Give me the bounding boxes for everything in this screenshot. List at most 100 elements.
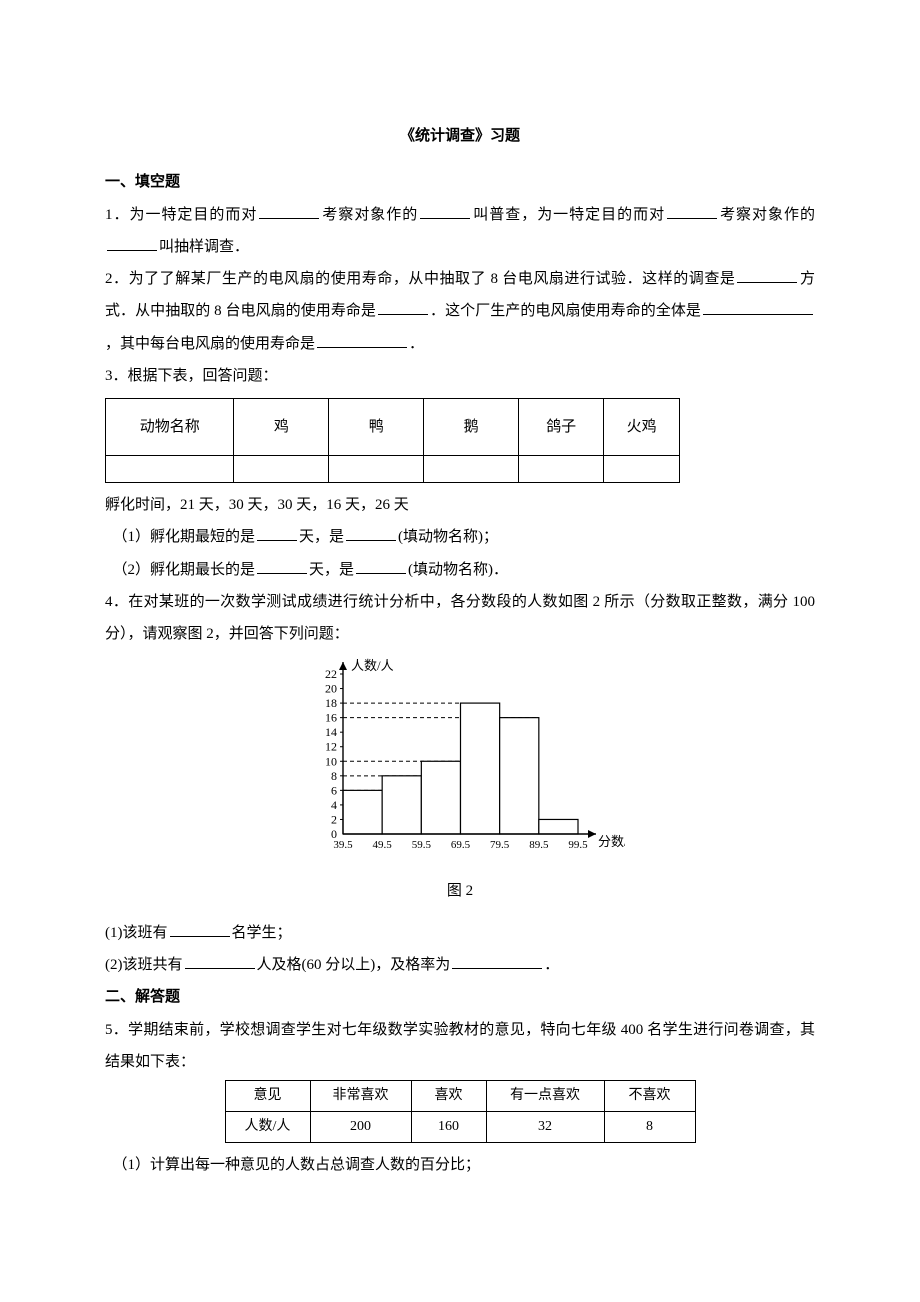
section-2-head: 二、解答题 bbox=[105, 981, 815, 1013]
svg-text:6: 6 bbox=[331, 784, 337, 798]
blank bbox=[452, 953, 542, 969]
q3-2-b: 天，是 bbox=[309, 562, 354, 578]
table-row bbox=[106, 456, 680, 483]
q1-text-d: 考察对象作的 bbox=[719, 207, 815, 223]
table-cell: 160 bbox=[411, 1112, 486, 1143]
table-cell: 32 bbox=[486, 1112, 604, 1143]
table-row: 人数/人 200 160 32 8 bbox=[225, 1112, 695, 1143]
q1-text-a: 1．为一特定目的而对 bbox=[105, 207, 257, 223]
table-cell bbox=[519, 456, 604, 483]
svg-text:18: 18 bbox=[325, 696, 337, 710]
q3-incubation-line: 孵化时间，21 天，30 天，30 天，16 天，26 天 bbox=[105, 489, 815, 521]
q3-2-c: (填动物名称)． bbox=[408, 562, 508, 578]
q3-2-a: （2）孵化期最长的是 bbox=[113, 562, 256, 578]
svg-text:59.5: 59.5 bbox=[412, 839, 432, 851]
question-4-2: (2)该班共有 人及格(60 分以上)，及格率为 ． bbox=[105, 949, 815, 981]
q3-1-a: （1）孵化期最短的是 bbox=[113, 529, 256, 545]
table-cell: 动物名称 bbox=[106, 399, 234, 456]
svg-text:22: 22 bbox=[325, 667, 337, 681]
q2-text-e: ． bbox=[409, 336, 424, 352]
table-cell: 非常喜欢 bbox=[310, 1081, 411, 1112]
table-cell: 鸡 bbox=[234, 399, 329, 456]
animal-table: 动物名称 鸡 鸭 鹅 鸽子 火鸡 bbox=[105, 398, 680, 483]
q4-2-b: 人及格(60 分以上)，及格率为 bbox=[257, 957, 451, 973]
svg-text:2: 2 bbox=[331, 813, 337, 827]
svg-text:人数/人: 人数/人 bbox=[351, 658, 394, 673]
blank bbox=[737, 267, 797, 283]
table-cell: 鹅 bbox=[424, 399, 519, 456]
blank bbox=[259, 203, 319, 219]
q4-2-a: (2)该班共有 bbox=[105, 957, 183, 973]
histogram-chart: 024681012141618202239.549.559.569.579.58… bbox=[105, 654, 815, 876]
table-cell: 喜欢 bbox=[411, 1081, 486, 1112]
question-4-1: (1)该班有 名学生； bbox=[105, 917, 815, 949]
table-cell: 意见 bbox=[225, 1081, 310, 1112]
blank bbox=[185, 953, 255, 969]
q4-2-c: ． bbox=[544, 957, 559, 973]
q4-1-a: (1)该班有 bbox=[105, 925, 168, 941]
chart-caption: 图 2 bbox=[105, 875, 815, 907]
table-row: 意见 非常喜欢 喜欢 有一点喜欢 不喜欢 bbox=[225, 1081, 695, 1112]
svg-text:39.5: 39.5 bbox=[333, 839, 353, 851]
blank bbox=[378, 299, 428, 315]
blank bbox=[420, 203, 470, 219]
blank bbox=[346, 525, 396, 541]
svg-text:79.5: 79.5 bbox=[490, 839, 510, 851]
blank bbox=[356, 558, 406, 574]
table-cell: 8 bbox=[604, 1112, 695, 1143]
table-cell: 200 bbox=[310, 1112, 411, 1143]
question-3-2: （2）孵化期最长的是 天，是 (填动物名称)． bbox=[105, 554, 815, 586]
question-2: 2．为了了解某厂生产的电风扇的使用寿命，从中抽取了 8 台电风扇进行试验．这样的… bbox=[105, 263, 815, 360]
q1-text-b: 考察对象作的 bbox=[321, 207, 418, 223]
q1-text-c: 叫普查，为一特定目的而对 bbox=[472, 207, 665, 223]
question-5-1: （1）计算出每一种意见的人数占总调查人数的百分比； bbox=[105, 1149, 815, 1181]
table-cell: 火鸡 bbox=[604, 399, 680, 456]
svg-text:69.5: 69.5 bbox=[451, 839, 471, 851]
blank bbox=[703, 299, 813, 315]
q3-1-b: 天，是 bbox=[299, 529, 344, 545]
histogram-svg: 024681012141618202239.549.559.569.579.58… bbox=[295, 654, 625, 864]
table-cell: 鸭 bbox=[329, 399, 424, 456]
q2-text-c: ．这个厂生产的电风扇使用寿命的全体是 bbox=[430, 303, 701, 319]
question-3-head: 3．根据下表，回答问题： bbox=[105, 360, 815, 392]
page-title: 《统计调查》习题 bbox=[105, 120, 815, 152]
svg-text:49.5: 49.5 bbox=[373, 839, 393, 851]
blank bbox=[257, 525, 297, 541]
table-cell bbox=[329, 456, 424, 483]
section-1-head: 一、填空题 bbox=[105, 166, 815, 198]
table-cell: 有一点喜欢 bbox=[486, 1081, 604, 1112]
q3-1-c: (填动物名称)； bbox=[398, 529, 498, 545]
question-4: 4．在对某班的一次数学测试成绩进行统计分析中，各分数段的人数如图 2 所示（分数… bbox=[105, 586, 815, 651]
svg-text:8: 8 bbox=[331, 769, 337, 783]
svg-text:14: 14 bbox=[325, 725, 337, 739]
svg-text:4: 4 bbox=[331, 798, 337, 812]
question-3-1: （1）孵化期最短的是 天，是 (填动物名称)； bbox=[105, 521, 815, 553]
blank bbox=[257, 558, 307, 574]
table-cell bbox=[424, 456, 519, 483]
svg-text:20: 20 bbox=[325, 682, 337, 696]
q1-text-e: 叫抽样调查． bbox=[159, 239, 249, 255]
table-row: 动物名称 鸡 鸭 鹅 鸽子 火鸡 bbox=[106, 399, 680, 456]
table-cell bbox=[234, 456, 329, 483]
blank bbox=[107, 235, 157, 251]
svg-text:89.5: 89.5 bbox=[529, 839, 549, 851]
q2-text-d: ，其中每台电风扇的使用寿命是 bbox=[105, 336, 315, 352]
svg-text:分数/分: 分数/分 bbox=[598, 834, 625, 849]
blank bbox=[667, 203, 717, 219]
table-cell bbox=[106, 456, 234, 483]
table-cell: 鸽子 bbox=[519, 399, 604, 456]
svg-text:99.5: 99.5 bbox=[568, 839, 588, 851]
svg-text:16: 16 bbox=[325, 711, 337, 725]
question-5: 5．学期结束前，学校想调查学生对七年级数学实验教材的意见，特向七年级 400 名… bbox=[105, 1014, 815, 1079]
table-cell: 人数/人 bbox=[225, 1112, 310, 1143]
svg-text:10: 10 bbox=[325, 755, 337, 769]
table-cell: 不喜欢 bbox=[604, 1081, 695, 1112]
opinion-table: 意见 非常喜欢 喜欢 有一点喜欢 不喜欢 人数/人 200 160 32 8 bbox=[225, 1080, 696, 1143]
blank bbox=[317, 332, 407, 348]
table-cell bbox=[604, 456, 680, 483]
question-1: 1．为一特定目的而对 考察对象作的 叫普查，为一特定目的而对 考察对象作的叫抽样调查． bbox=[105, 199, 815, 264]
q4-1-b: 名学生； bbox=[232, 925, 292, 941]
q2-text-a: 2．为了了解某厂生产的电风扇的使用寿命，从中抽取了 8 台电风扇进行试验．这样的… bbox=[105, 271, 735, 287]
svg-text:12: 12 bbox=[325, 740, 337, 754]
blank bbox=[170, 921, 230, 937]
